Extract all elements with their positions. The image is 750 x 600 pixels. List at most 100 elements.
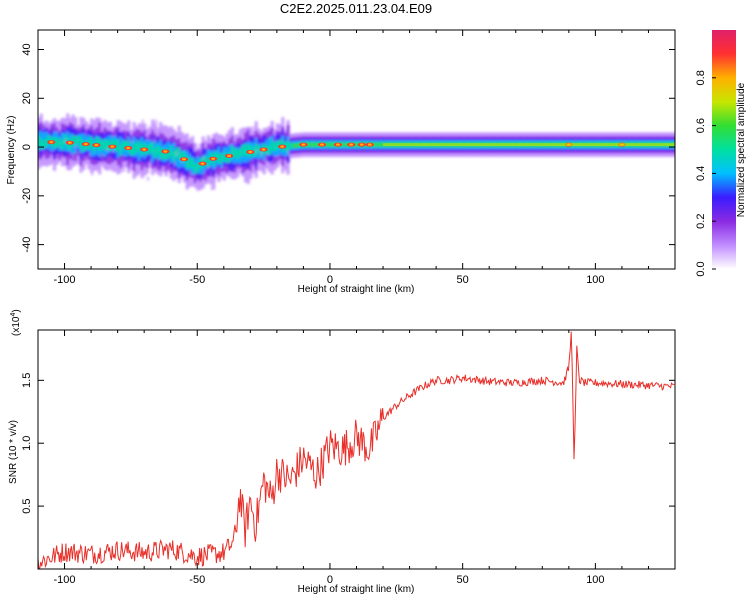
spectrogram-x-label: Height of straight line (km) (298, 284, 415, 295)
heatmap-cell (331, 142, 335, 147)
heatmap-cell (190, 157, 195, 169)
heatmap-cell (38, 117, 41, 122)
heatmap-cell (45, 121, 49, 126)
heatmap-cell (273, 141, 277, 151)
x-tick-label: 0 (327, 574, 333, 586)
colorbar-tick-label: 0.2 (695, 214, 707, 229)
heatmap-cell (236, 149, 240, 160)
heatmap-cell (374, 142, 378, 147)
heatmap-cell (153, 147, 157, 159)
heatmap-cell (163, 150, 168, 153)
colorbar-tick-label: 0.6 (695, 118, 707, 133)
heatmap-cell (121, 140, 126, 151)
heatmap-cell (186, 140, 190, 145)
heatmap-cell (55, 137, 59, 148)
heatmap-cell (60, 139, 65, 151)
heatmap-cell (289, 143, 293, 149)
heatmap-cell (181, 158, 186, 161)
heatmap-cell (180, 151, 184, 162)
heatmap-cell (43, 126, 46, 131)
heatmap-cell (167, 149, 171, 160)
x-tick-label: 50 (457, 574, 469, 586)
heatmap-cell (124, 140, 128, 151)
spectrogram-x-axis: -100 -50 0 50 100 (37, 30, 676, 286)
heatmap-cell (214, 150, 219, 161)
heatmap-cell (92, 141, 96, 153)
heatmap-cell (238, 147, 242, 158)
y-tick-label: 1.0 (21, 436, 33, 451)
heatmap-cell (126, 146, 131, 150)
y-tick-label: -40 (21, 237, 33, 253)
heatmap-cell (376, 142, 380, 147)
x-tick-label: -50 (189, 274, 205, 286)
y-tick-label: 1.5 (21, 373, 33, 388)
chart-title: C2E2.2025.011.23.04.E09 (280, 1, 432, 16)
heatmap-cell (248, 150, 253, 154)
heatmap-cell (207, 165, 211, 170)
heatmap-cell (177, 147, 181, 161)
heatmap-cell (100, 140, 104, 151)
heatmap-cell (154, 119, 158, 124)
snr-x-label: Height of straight line (km) (298, 584, 415, 595)
heatmap-cell (47, 134, 51, 144)
heatmap-cell (185, 155, 189, 169)
heatmap-cell (342, 142, 346, 147)
heatmap-cell (104, 165, 107, 170)
heatmap-cell (59, 122, 62, 127)
heatmap-cell (152, 138, 155, 143)
heatmap-cell (71, 134, 75, 147)
heatmap-cell (112, 149, 115, 154)
heatmap-cell (193, 162, 197, 173)
heatmap-cell (106, 140, 110, 151)
heatmap-cell (172, 150, 176, 163)
heatmap-cell (204, 155, 208, 166)
snr-series-line (38, 331, 675, 569)
heatmap-cell (91, 171, 94, 176)
heatmap-cell (255, 149, 259, 154)
heatmap-cell (161, 148, 165, 159)
heatmap-cell (94, 143, 99, 147)
heatmap-cell (315, 142, 319, 147)
heatmap-cell (173, 162, 176, 167)
heatmap-cell (189, 141, 192, 146)
heatmap-cell (307, 142, 311, 147)
heatmap-cell (328, 142, 333, 147)
heatmap-cell (160, 128, 163, 133)
heatmap-cell (49, 140, 54, 144)
heatmap-cell (96, 166, 99, 171)
heatmap-cell (132, 142, 136, 155)
snr-x-axis: -100 -50 0 50 100 (37, 330, 676, 586)
heatmap-cell (130, 138, 134, 143)
x-tick-label: -100 (54, 574, 76, 586)
heatmap-cell (222, 151, 226, 161)
heatmap-cell (141, 119, 145, 124)
heatmap-cell (38, 135, 41, 147)
heatmap-cell (313, 142, 317, 147)
multiplier-base: (x10 (11, 316, 22, 336)
heatmap-cell (211, 157, 216, 160)
heatmap-cell (234, 140, 237, 145)
heatmap-cell (301, 143, 306, 146)
x-tick-label: 100 (586, 274, 604, 286)
heatmap-cell (244, 143, 248, 156)
heatmap-cell (137, 140, 142, 152)
heatmap-cell (266, 153, 269, 158)
heatmap-cell (260, 151, 264, 156)
heatmap-cell (148, 143, 152, 153)
heatmap-cell (194, 143, 198, 148)
heatmap-cell (199, 148, 203, 153)
heatmap-cell (142, 148, 147, 151)
heatmap-cell (83, 142, 88, 146)
heatmap-cell (76, 136, 81, 145)
heatmap-cell (146, 176, 150, 181)
heatmap-cell (95, 136, 99, 149)
heatmap-cell (275, 141, 280, 152)
heatmap-cell (169, 144, 173, 157)
heatmap-cell (200, 162, 205, 165)
spectrogram-panel: -100 -50 0 50 100 -40 -20 0 20 40 Height of stra… (6, 29, 676, 295)
colorbar: 0.0 0.2 0.4 0.6 0.8 Normalized spectral ampl… (695, 30, 747, 277)
heatmap-cell (227, 154, 232, 158)
spectrogram-y-label: Frequency (Hz) (6, 116, 17, 185)
x-tick-label: -100 (54, 274, 76, 286)
heatmap-cell (215, 139, 219, 144)
